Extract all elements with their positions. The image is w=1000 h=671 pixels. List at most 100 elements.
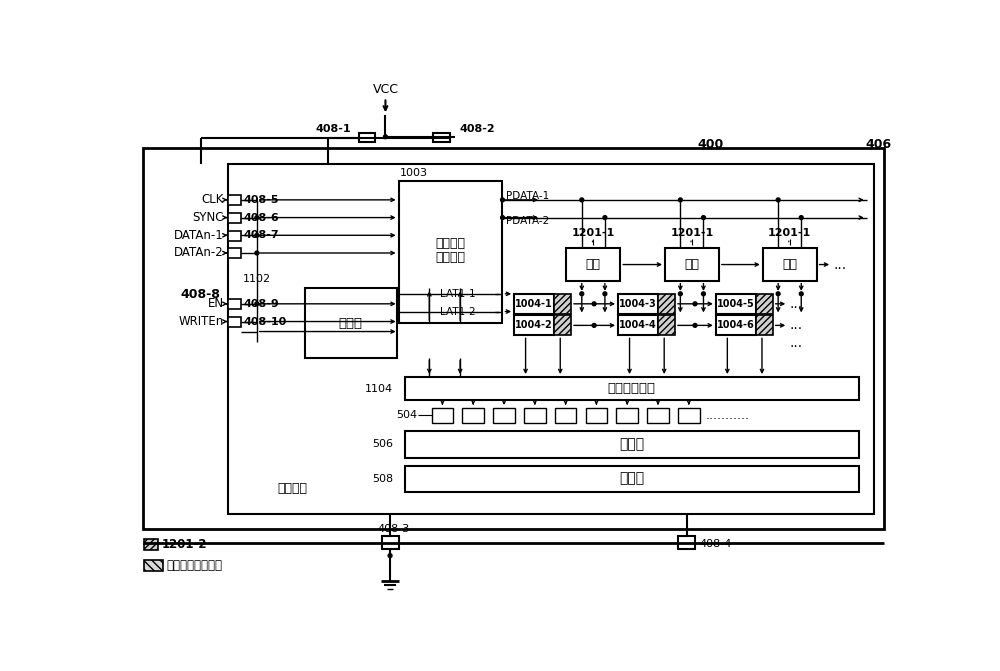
Text: 开关: 开关 (586, 258, 601, 271)
Bar (228, 213, 241, 223)
Text: 1201-2: 1201-2 (161, 538, 207, 552)
Text: 1201-1: 1201-1 (572, 228, 615, 238)
Text: 上电极: 上电极 (619, 472, 644, 486)
Text: ...: ... (790, 297, 803, 311)
Text: CLK: CLK (201, 193, 224, 207)
Bar (228, 164, 874, 514)
Bar (616, 408, 638, 423)
Circle shape (388, 554, 392, 558)
Text: 1004-5: 1004-5 (717, 299, 755, 309)
Circle shape (678, 198, 682, 202)
Bar (586, 408, 607, 423)
Bar (144, 560, 163, 571)
Circle shape (501, 215, 504, 219)
Text: 1104: 1104 (365, 384, 393, 393)
Text: 504: 504 (397, 411, 418, 421)
Text: ...: ... (790, 318, 803, 332)
Bar (405, 431, 859, 458)
Circle shape (702, 215, 705, 219)
Text: 1201-1: 1201-1 (670, 228, 714, 238)
Bar (433, 133, 450, 142)
Circle shape (603, 292, 607, 296)
Bar (432, 408, 453, 423)
Text: ...: ... (790, 336, 803, 350)
Text: WRITEn: WRITEn (178, 315, 224, 328)
Bar (514, 315, 554, 336)
Bar (716, 294, 756, 314)
Text: SYNC: SYNC (192, 211, 224, 224)
Circle shape (592, 302, 596, 306)
Text: PDATA-1: PDATA-1 (506, 191, 549, 201)
Text: 图像数据: 图像数据 (435, 238, 465, 250)
Text: PDATA-2: PDATA-2 (506, 217, 549, 226)
Bar (763, 248, 817, 280)
Circle shape (603, 215, 607, 219)
Bar (658, 294, 675, 314)
Text: 408-4: 408-4 (700, 539, 732, 549)
Circle shape (255, 251, 259, 255)
Bar (514, 294, 554, 314)
Bar (566, 248, 620, 280)
Text: 408-8: 408-8 (180, 288, 220, 301)
Bar (647, 408, 669, 423)
Bar (462, 408, 484, 423)
Circle shape (702, 292, 705, 296)
Text: LAT1-2: LAT1-2 (440, 307, 476, 317)
Circle shape (580, 198, 584, 202)
Bar (678, 408, 700, 423)
Circle shape (501, 198, 504, 202)
Text: 电流驱动单元: 电流驱动单元 (608, 382, 656, 395)
Bar (756, 315, 773, 336)
Bar (228, 195, 241, 205)
Text: VCC: VCC (372, 83, 398, 96)
Circle shape (255, 234, 259, 238)
Bar (665, 248, 719, 280)
Text: 1004-6: 1004-6 (717, 320, 755, 330)
Text: 1003: 1003 (400, 168, 428, 178)
Text: 开关: 开关 (782, 258, 797, 271)
Text: EN: EN (208, 297, 224, 310)
Text: DATAn-2: DATAn-2 (174, 246, 224, 260)
Text: 1201-1: 1201-1 (768, 228, 811, 238)
Text: 400: 400 (697, 138, 724, 151)
Circle shape (255, 215, 259, 219)
Bar (143, 148, 884, 529)
Text: 408-9: 408-9 (243, 299, 279, 309)
Bar (405, 466, 859, 493)
Text: ...: ... (834, 258, 847, 272)
Bar (305, 289, 397, 358)
Bar (658, 315, 675, 336)
Bar (144, 539, 158, 550)
Text: 1004-2: 1004-2 (515, 320, 553, 330)
Bar (399, 180, 502, 323)
Bar (228, 299, 241, 309)
Text: 508: 508 (372, 474, 393, 484)
Text: 506: 506 (372, 439, 393, 449)
Text: 转换单元: 转换单元 (435, 251, 465, 264)
Text: 寄存器: 寄存器 (339, 317, 363, 329)
Bar (756, 294, 773, 314)
Circle shape (776, 292, 780, 296)
Bar (618, 294, 658, 314)
Text: 图像数据传送单元: 图像数据传送单元 (166, 559, 222, 572)
Bar (493, 408, 515, 423)
Bar (228, 317, 241, 327)
Bar (554, 294, 571, 314)
Text: 408-7: 408-7 (243, 230, 279, 240)
Text: 1004-1: 1004-1 (515, 299, 553, 309)
Bar (716, 315, 756, 336)
Text: 408-10: 408-10 (243, 317, 286, 327)
Text: ...........: ........... (706, 409, 750, 422)
Text: 408-6: 408-6 (243, 213, 279, 223)
Bar (554, 315, 571, 336)
Bar (555, 408, 576, 423)
Bar (405, 377, 859, 400)
Text: 408-1: 408-1 (316, 124, 352, 134)
Circle shape (799, 292, 803, 296)
Text: LAT1-1: LAT1-1 (440, 289, 476, 299)
Text: 电路部分: 电路部分 (278, 482, 308, 495)
Circle shape (693, 323, 697, 327)
Bar (382, 536, 399, 549)
Bar (358, 133, 375, 142)
Circle shape (580, 292, 584, 296)
